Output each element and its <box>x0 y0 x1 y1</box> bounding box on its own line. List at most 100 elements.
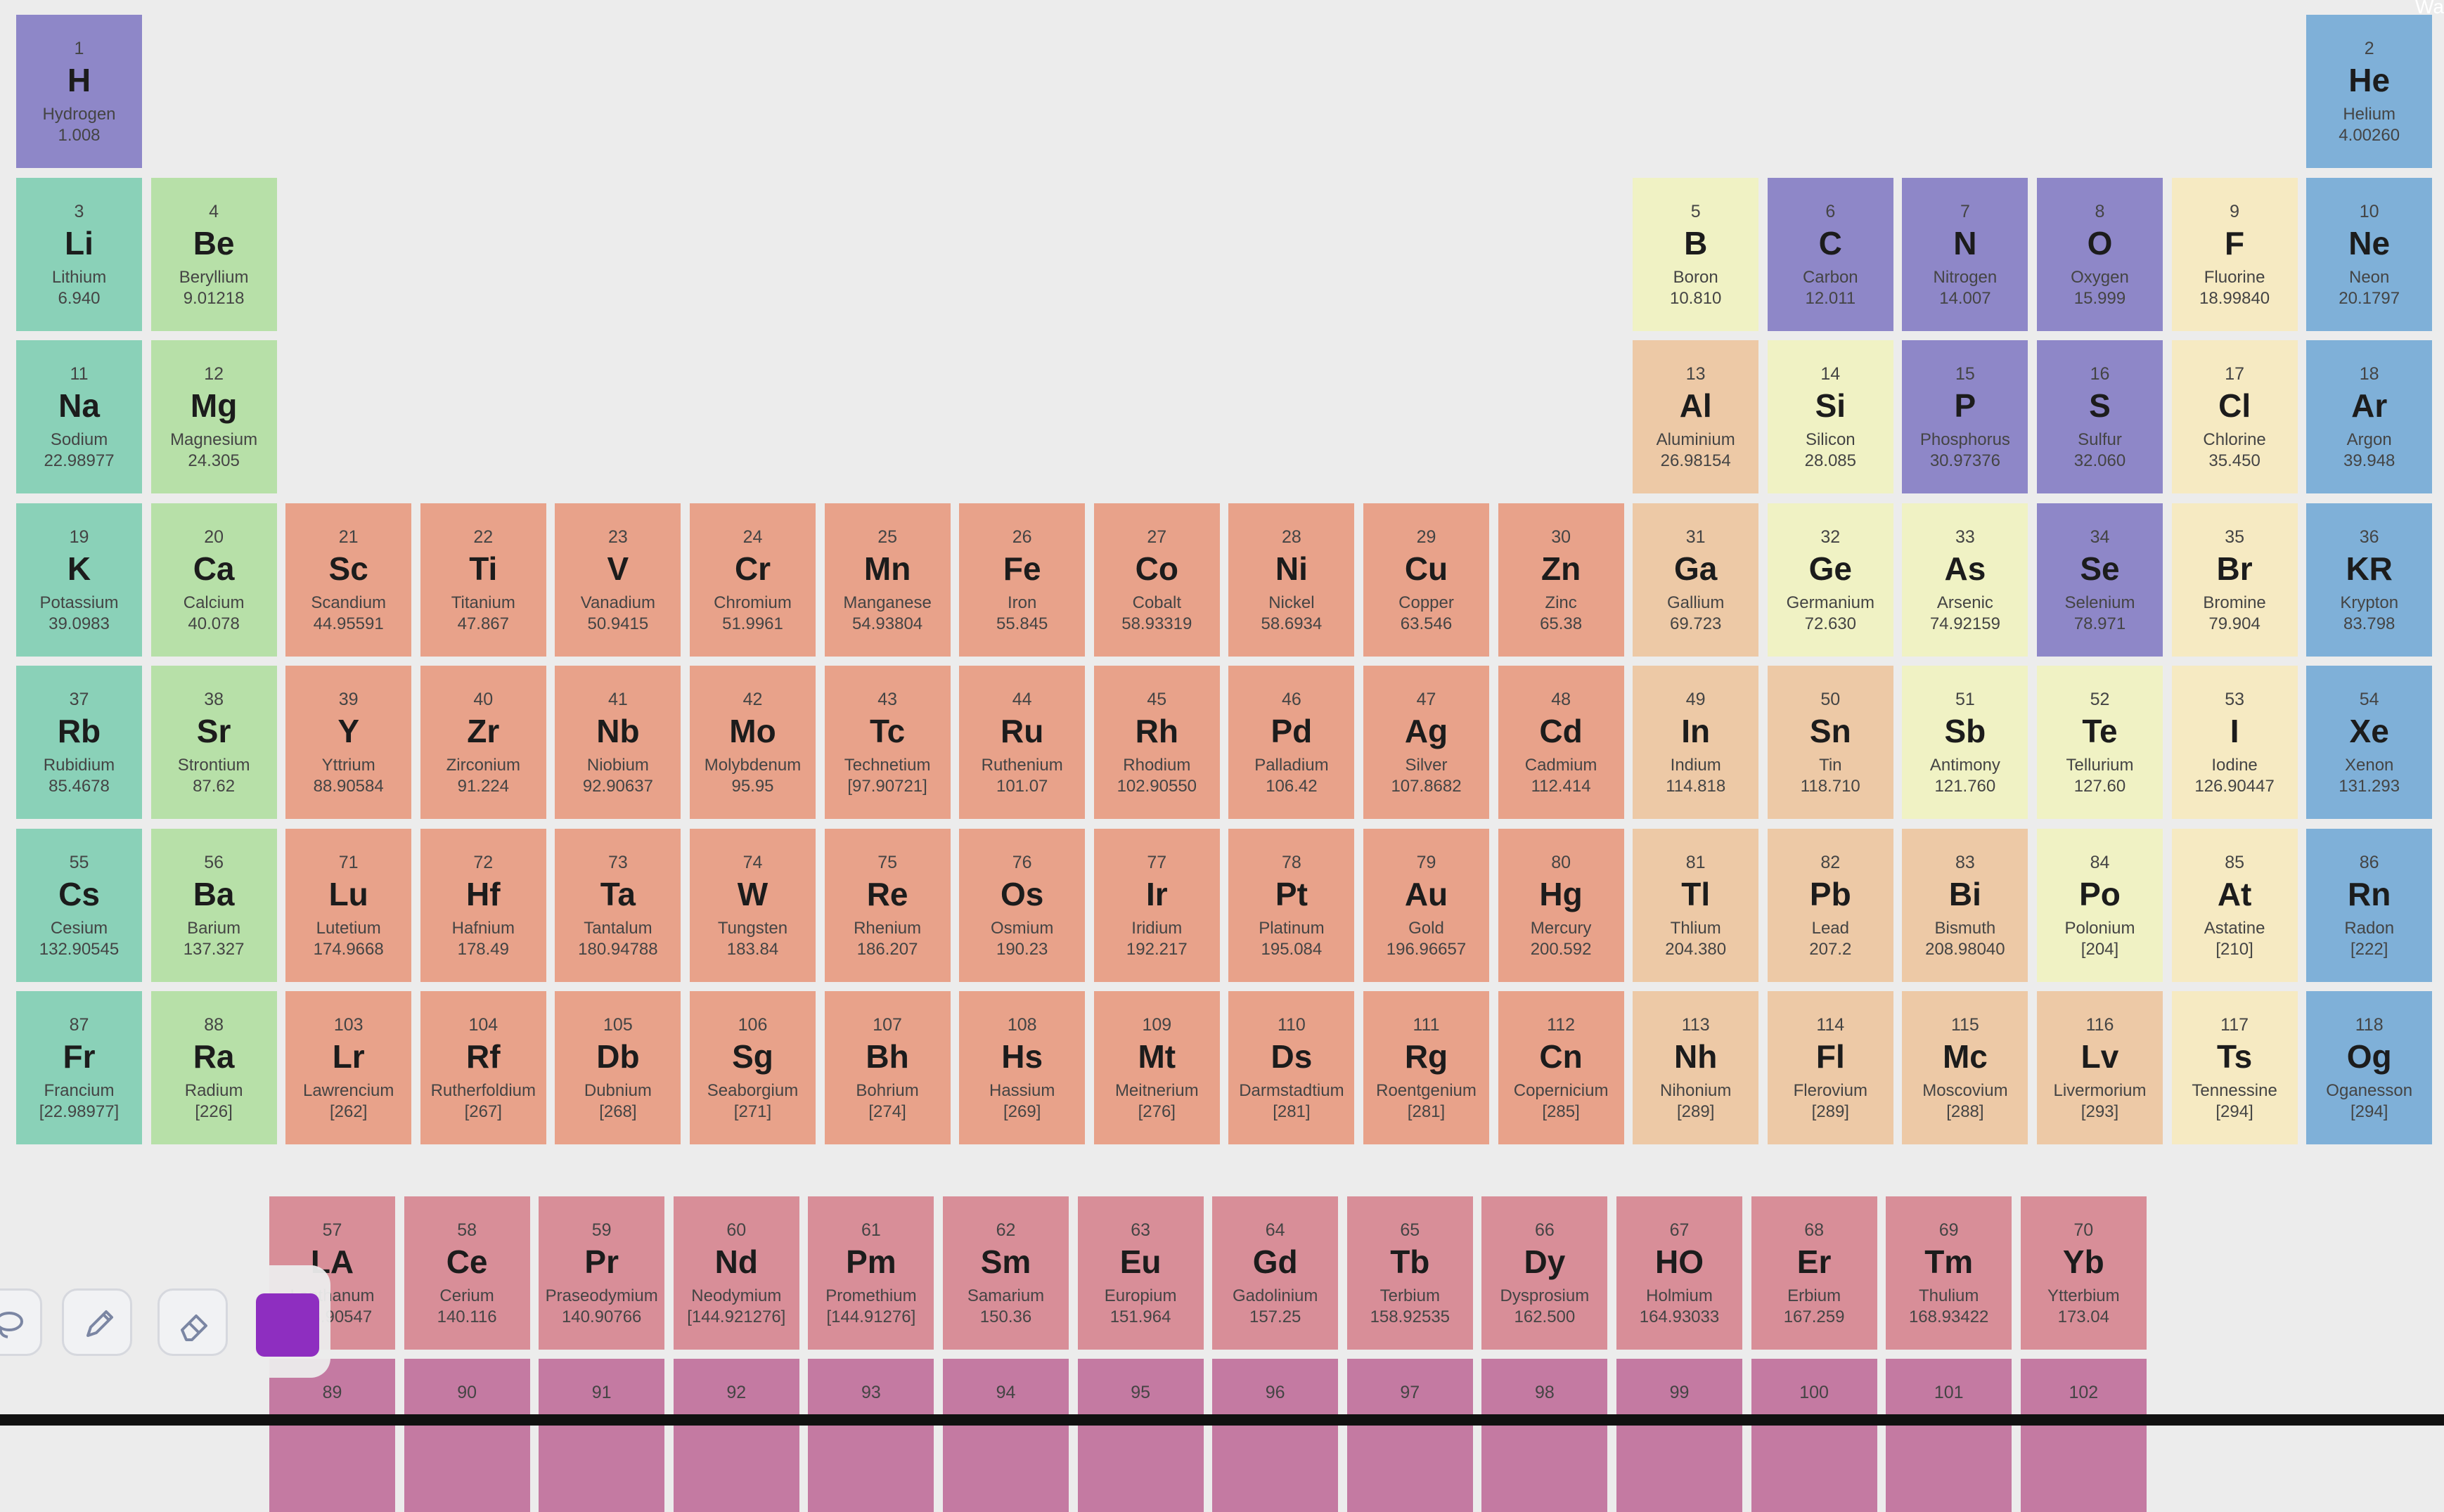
element-cell[interactable]: 89 <box>269 1359 395 1512</box>
element-cell[interactable]: 82 Pb Lead 207.2 <box>1767 828 1893 982</box>
pencil-tool[interactable] <box>62 1288 132 1356</box>
element-cell[interactable]: 59 Pr Praseodymium 140.90766 <box>539 1196 665 1350</box>
element-cell[interactable]: 112 Cn Copernicium [285] <box>1498 991 1624 1144</box>
element-cell[interactable]: 52 Te Tellurium 127.60 <box>2037 666 2163 819</box>
element-cell[interactable]: 92 <box>673 1359 799 1512</box>
element-cell[interactable]: 56 Ba Barium 137.327 <box>150 828 277 982</box>
element-cell[interactable]: 16 S Sulfur 32.060 <box>2037 340 2163 493</box>
element-cell[interactable]: 81 Tl Thlium 204.380 <box>1633 828 1759 982</box>
element-cell[interactable]: 17 Cl Chlorine 35.450 <box>2171 340 2298 493</box>
element-cell[interactable]: 111 Rg Roentgenium [281] <box>1363 991 1489 1144</box>
element-cell[interactable]: 66 Dy Dysprosium 162.500 <box>1481 1196 1608 1350</box>
element-cell[interactable]: 23 V Vanadium 50.9415 <box>555 503 681 657</box>
element-cell[interactable]: 114 Fl Flerovium [289] <box>1767 991 1893 1144</box>
element-cell[interactable]: 28 Ni Nickel 58.6934 <box>1228 503 1355 657</box>
element-cell[interactable]: 14 Si Silicon 28.085 <box>1767 340 1893 493</box>
element-cell[interactable]: 75 Re Rhenium 186.207 <box>824 828 951 982</box>
element-cell[interactable]: 31 Ga Gallium 69.723 <box>1633 503 1759 657</box>
element-cell[interactable]: 24 Cr Chromium 51.9961 <box>690 503 816 657</box>
element-cell[interactable]: 18 Ar Argon 39.948 <box>2306 340 2433 493</box>
element-cell[interactable]: 101 <box>1886 1359 2012 1512</box>
element-cell[interactable]: 40 Zr Zirconium 91.224 <box>420 666 546 819</box>
element-cell[interactable]: 61 Pm Promethium [144.91276] <box>808 1196 934 1350</box>
element-cell[interactable]: 80 Hg Mercury 200.592 <box>1498 828 1624 982</box>
element-cell[interactable]: 33 As Arsenic 74.92159 <box>1902 503 2028 657</box>
element-cell[interactable]: 93 <box>808 1359 934 1512</box>
element-cell[interactable]: 64 Gd Gadolinium 157.25 <box>1212 1196 1339 1350</box>
element-cell[interactable]: 108 Hs Hassium [269] <box>959 991 1086 1144</box>
element-cell[interactable]: 12 Mg Magnesium 24.305 <box>150 340 277 493</box>
element-cell[interactable]: 21 Sc Scandium 44.95591 <box>285 503 412 657</box>
element-cell[interactable]: 67 HO Holmium 164.93033 <box>1616 1196 1742 1350</box>
element-cell[interactable]: 22 Ti Titanium 47.867 <box>420 503 546 657</box>
element-cell[interactable]: 36 KR Krypton 83.798 <box>2306 503 2433 657</box>
element-cell[interactable]: 7 N Nitrogen 14.007 <box>1902 177 2028 331</box>
element-cell[interactable]: 84 Po Polonium [204] <box>2037 828 2163 982</box>
element-cell[interactable]: 97 <box>1346 1359 1473 1512</box>
element-cell[interactable]: 11 Na Sodium 22.98977 <box>16 340 142 493</box>
lasso-tool[interactable] <box>0 1288 42 1356</box>
element-cell[interactable]: 62 Sm Samarium 150.36 <box>943 1196 1069 1350</box>
element-cell[interactable]: 9 F Fluorine 18.99840 <box>2171 177 2298 331</box>
element-cell[interactable]: 4 Be Beryllium 9.01218 <box>150 177 277 331</box>
element-cell[interactable]: 71 Lu Lutetium 174.9668 <box>285 828 412 982</box>
element-cell[interactable]: 43 Tc Technetium [97.90721] <box>824 666 951 819</box>
element-cell[interactable]: 116 Lv Livermorium [293] <box>2037 991 2163 1144</box>
element-cell[interactable]: 117 Ts Tennessine [294] <box>2171 991 2298 1144</box>
element-cell[interactable]: 77 Ir Iridium 192.217 <box>1093 828 1220 982</box>
element-cell[interactable]: 91 <box>539 1359 665 1512</box>
element-cell[interactable]: 25 Mn Manganese 54.93804 <box>824 503 951 657</box>
element-cell[interactable]: 51 Sb Antimony 121.760 <box>1902 666 2028 819</box>
element-cell[interactable]: 74 W Tungsten 183.84 <box>690 828 816 982</box>
element-cell[interactable]: 118 Og Oganesson [294] <box>2306 991 2433 1144</box>
element-cell[interactable]: 8 O Oxygen 15.999 <box>2037 177 2163 331</box>
element-cell[interactable]: 44 Ru Ruthenium 101.07 <box>959 666 1086 819</box>
element-cell[interactable]: 65 Tb Terbium 158.92535 <box>1346 1196 1473 1350</box>
element-cell[interactable]: 20 Ca Calcium 40.078 <box>150 503 277 657</box>
element-cell[interactable]: 53 I Iodine 126.90447 <box>2171 666 2298 819</box>
element-cell[interactable]: 79 Au Gold 196.96657 <box>1363 828 1489 982</box>
element-cell[interactable]: 83 Bi Bismuth 208.98040 <box>1902 828 2028 982</box>
element-cell[interactable]: 95 <box>1077 1359 1204 1512</box>
element-cell[interactable]: 50 Sn Tin 118.710 <box>1767 666 1893 819</box>
element-cell[interactable]: 115 Mc Moscovium [288] <box>1902 991 2028 1144</box>
element-cell[interactable]: 106 Sg Seaborgium [271] <box>690 991 816 1144</box>
element-cell[interactable]: 1 H Hydrogen 1.008 <box>16 15 142 168</box>
element-cell[interactable]: 98 <box>1481 1359 1608 1512</box>
element-cell[interactable]: 35 Br Bromine 79.904 <box>2171 503 2298 657</box>
element-cell[interactable]: 94 <box>943 1359 1069 1512</box>
element-cell[interactable]: 86 Rn Radon [222] <box>2306 828 2433 982</box>
element-cell[interactable]: 30 Zn Zinc 65.38 <box>1498 503 1624 657</box>
element-cell[interactable]: 29 Cu Copper 63.546 <box>1363 503 1489 657</box>
element-cell[interactable]: 48 Cd Cadmium 112.414 <box>1498 666 1624 819</box>
element-cell[interactable]: 68 Er Erbium 167.259 <box>1751 1196 1877 1350</box>
element-cell[interactable]: 5 B Boron 10.810 <box>1633 177 1759 331</box>
element-cell[interactable]: 60 Nd Neodymium [144.921276] <box>673 1196 799 1350</box>
element-cell[interactable]: 34 Se Selenium 78.971 <box>2037 503 2163 657</box>
color-swatch[interactable] <box>256 1293 319 1357</box>
element-cell[interactable]: 63 Eu Europium 151.964 <box>1077 1196 1204 1350</box>
element-cell[interactable]: 109 Mt Meitnerium [276] <box>1093 991 1220 1144</box>
element-cell[interactable]: 73 Ta Tantalum 180.94788 <box>555 828 681 982</box>
element-cell[interactable]: 41 Nb Niobium 92.90637 <box>555 666 681 819</box>
element-cell[interactable]: 42 Mo Molybdenum 95.95 <box>690 666 816 819</box>
element-cell[interactable]: 96 <box>1212 1359 1339 1512</box>
element-cell[interactable]: 55 Cs Cesium 132.90545 <box>16 828 142 982</box>
element-cell[interactable]: 90 <box>404 1359 530 1512</box>
element-cell[interactable]: 100 <box>1751 1359 1877 1512</box>
element-cell[interactable]: 19 K Potassium 39.0983 <box>16 503 142 657</box>
element-cell[interactable]: 13 Al Aluminium 26.98154 <box>1633 340 1759 493</box>
element-cell[interactable]: 10 Ne Neon 20.1797 <box>2306 177 2433 331</box>
element-cell[interactable]: 107 Bh Bohrium [274] <box>824 991 951 1144</box>
eraser-tool[interactable] <box>157 1288 228 1356</box>
element-cell[interactable]: 88 Ra Radium [226] <box>150 991 277 1144</box>
element-cell[interactable]: 6 C Carbon 12.011 <box>1767 177 1893 331</box>
element-cell[interactable]: 69 Tm Thulium 168.93422 <box>1886 1196 2012 1350</box>
element-cell[interactable]: 39 Y Yttrium 88.90584 <box>285 666 412 819</box>
element-cell[interactable]: 104 Rf Rutherfoldium [267] <box>420 991 546 1144</box>
element-cell[interactable]: 45 Rh Rhodium 102.90550 <box>1093 666 1220 819</box>
element-cell[interactable]: 70 Yb Ytterbium 173.04 <box>2020 1196 2147 1350</box>
element-cell[interactable]: 15 P Phosphorus 30.97376 <box>1902 340 2028 493</box>
element-cell[interactable]: 46 Pd Palladium 106.42 <box>1228 666 1355 819</box>
element-cell[interactable]: 85 At Astatine [210] <box>2171 828 2298 982</box>
